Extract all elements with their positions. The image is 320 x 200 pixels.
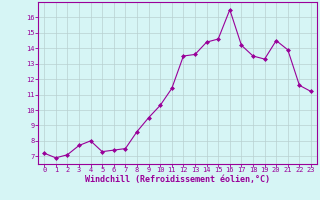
X-axis label: Windchill (Refroidissement éolien,°C): Windchill (Refroidissement éolien,°C) [85,175,270,184]
